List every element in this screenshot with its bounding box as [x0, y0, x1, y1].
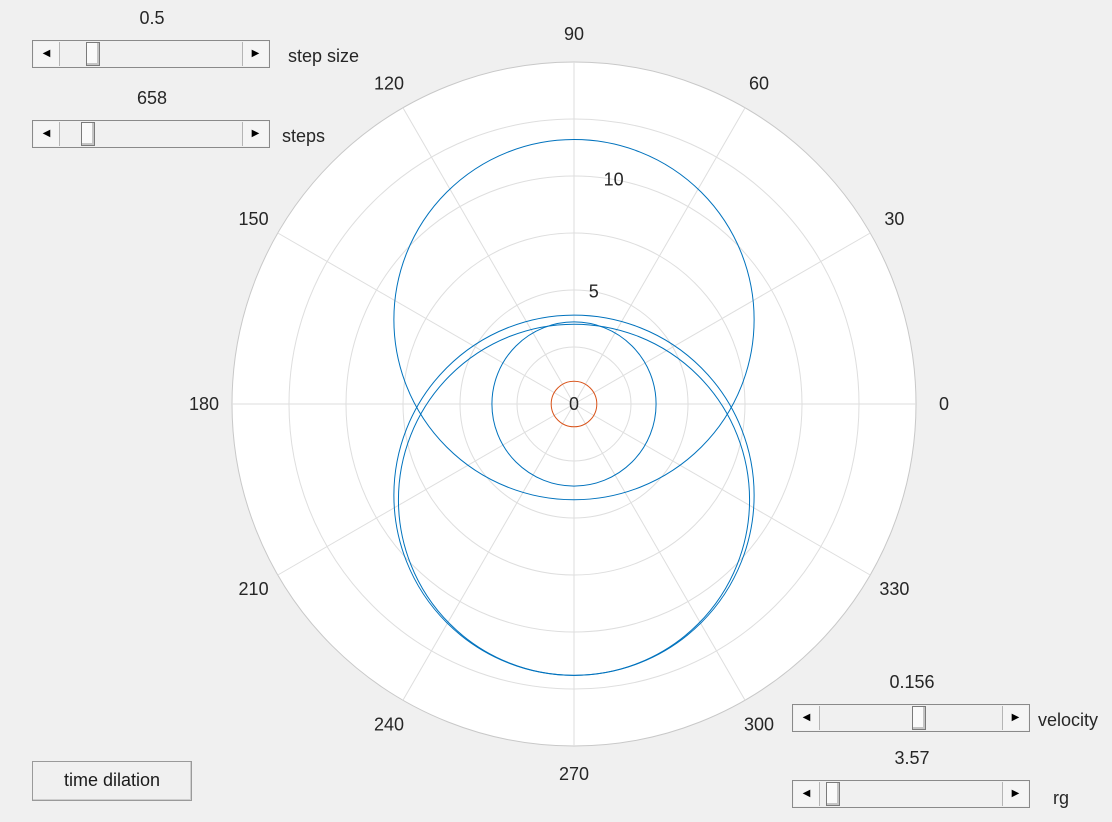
theta-tick-label: 0	[939, 394, 949, 414]
slider-thumb[interactable]	[85, 42, 100, 66]
horizon-circle	[550, 380, 598, 428]
polar-series	[393, 139, 755, 676]
theta-tick-label: 270	[559, 764, 589, 784]
rg-slider[interactable]: ◀ ▶	[792, 780, 1030, 808]
grid-spoke	[277, 403, 575, 576]
right-arrow-icon[interactable]: ▶	[242, 122, 268, 146]
right-arrow-icon[interactable]: ▶	[242, 42, 268, 66]
r-tick-label: 5	[589, 282, 599, 302]
steps-caption: steps	[282, 126, 326, 146]
slider-track[interactable]	[821, 782, 1001, 806]
left-arrow-icon[interactable]: ◀	[34, 122, 60, 146]
theta-tick-label: 90	[564, 24, 584, 44]
theta-tick-label: 300	[744, 714, 774, 734]
theta-tick-label: 30	[884, 209, 904, 229]
rg-value: 3.57	[894, 748, 930, 768]
theta-tick-label: 150	[239, 209, 269, 229]
theta-tick-label: 210	[239, 579, 269, 599]
steps-slider[interactable]: ◀ ▶	[32, 120, 270, 148]
grid-spoke	[573, 403, 746, 701]
slider-thumb[interactable]	[912, 706, 927, 730]
theta-tick-label: 330	[879, 579, 909, 599]
left-arrow-icon[interactable]: ◀	[794, 782, 820, 806]
left-arrow-icon[interactable]: ◀	[794, 706, 820, 730]
step-size-value: 0.5	[139, 8, 165, 28]
grid-spoke	[573, 403, 871, 576]
orbit-path	[393, 139, 755, 501]
grid-spoke	[277, 232, 575, 405]
r-tick-label: 0	[569, 394, 579, 414]
orbit-path	[491, 321, 657, 487]
r-tick-label: 10	[604, 169, 624, 189]
orbit-path	[393, 314, 755, 676]
velocity-caption: velocity	[1038, 710, 1099, 730]
rg-caption: rg	[1053, 788, 1070, 808]
slider-thumb[interactable]	[825, 782, 840, 806]
slider-thumb[interactable]	[80, 122, 95, 146]
step-size-caption: step size	[288, 46, 360, 66]
grid-spoke	[402, 403, 575, 701]
theta-tick-label: 60	[749, 74, 769, 94]
grid-spoke	[402, 107, 575, 405]
theta-tick-label: 180	[189, 394, 219, 414]
theta-tick-label: 240	[374, 714, 404, 734]
theta-tick-label: 120	[374, 74, 404, 94]
velocity-value: 0.156	[889, 672, 935, 692]
polar-tick-labels: 0 30 60 90 120 150 180 210 240 270 300 330 0 5 10	[189, 24, 949, 784]
slider-track[interactable]	[821, 706, 1001, 730]
steps-value: 658	[136, 88, 168, 108]
time-dilation-button[interactable]: time dilation	[32, 761, 192, 801]
velocity-slider[interactable]: ◀ ▶	[792, 704, 1030, 732]
slider-track[interactable]	[61, 122, 241, 146]
polar-grid	[232, 62, 916, 746]
right-arrow-icon[interactable]: ▶	[1002, 706, 1028, 730]
grid-spoke	[573, 107, 746, 405]
grid-spoke	[573, 232, 871, 405]
right-arrow-icon[interactable]: ▶	[1002, 782, 1028, 806]
step-size-slider[interactable]: ◀ ▶	[32, 40, 270, 68]
left-arrow-icon[interactable]: ◀	[34, 42, 60, 66]
slider-track[interactable]	[61, 42, 241, 66]
